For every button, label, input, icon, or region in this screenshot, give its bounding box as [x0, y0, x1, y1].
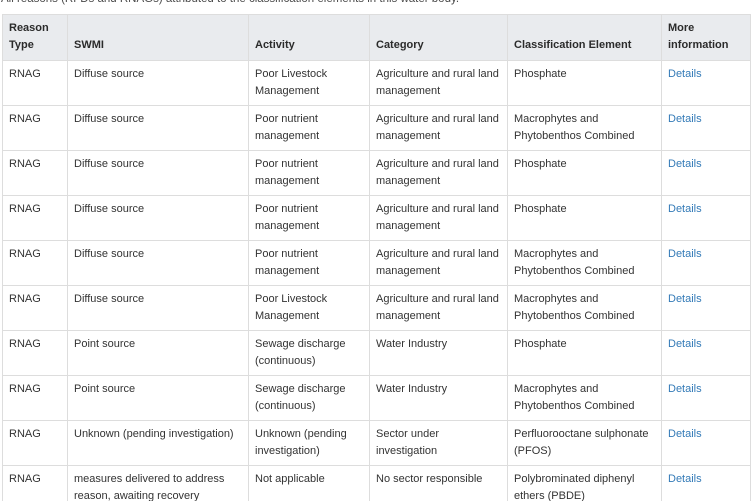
table-row: RNAG Diffuse source Poor nutrient manageme…: [2, 105, 751, 151]
details-link[interactable]: Details: [668, 383, 702, 395]
cell-more-information: Details: [661, 150, 751, 196]
details-link[interactable]: Details: [668, 338, 702, 350]
cell-reason-type: RNAG: [2, 285, 68, 331]
cell-more-information: Details: [661, 285, 751, 331]
cell-more-information: Details: [661, 420, 751, 466]
header-row: Reason Type SWMI Activity Category Class…: [2, 14, 751, 61]
cell-activity: Poor Livestock Management: [248, 60, 370, 106]
table-row: RNAG Diffuse source Poor nutrient manageme…: [2, 150, 751, 196]
cell-reason-type: RNAG: [2, 375, 68, 421]
table-row: RNAG Diffuse source Poor Livestock Managem…: [2, 60, 751, 106]
table-row: RNAG Diffuse source Poor nutrient manageme…: [2, 195, 751, 241]
cell-category: Agriculture and rural land management: [369, 195, 508, 241]
cell-swmi: Diffuse source: [67, 105, 249, 151]
cell-classification-element: Phosphate: [507, 150, 662, 196]
table-row: RNAG Point source Sewage discharge (contin…: [2, 330, 751, 376]
cell-category: No sector responsible: [369, 465, 508, 501]
cell-classification-element: Macrophytes and Phytobenthos Combined: [507, 285, 662, 331]
cell-classification-element: Macrophytes and Phytobenthos Combined: [507, 240, 662, 286]
cell-classification-element: Phosphate: [507, 195, 662, 241]
details-link[interactable]: Details: [668, 428, 702, 440]
column-header-activity: Activity: [248, 14, 370, 61]
table-row: RNAG Point source Sewage discharge (contin…: [2, 375, 751, 421]
cell-category: Water Industry: [369, 375, 508, 421]
cell-classification-element: Phosphate: [507, 60, 662, 106]
cell-reason-type: RNAG: [2, 195, 68, 241]
cell-reason-type: RNAG: [2, 150, 68, 196]
table-row: RNAG measures delivered to address reason…: [2, 465, 751, 501]
cell-swmi: Diffuse source: [67, 60, 249, 106]
column-header-category: Category: [369, 14, 508, 61]
column-header-more-information: More information: [661, 14, 751, 61]
cell-swmi: Diffuse source: [67, 285, 249, 331]
table-row: RNAG Diffuse source Poor nutrient manageme…: [2, 240, 751, 286]
cell-swmi: measures delivered to address reason, aw…: [67, 465, 249, 501]
cell-activity: Sewage discharge (continuous): [248, 330, 370, 376]
cell-category: Agriculture and rural land management: [369, 285, 508, 331]
column-header-reason-type: Reason Type: [2, 14, 68, 61]
cell-category: Agriculture and rural land management: [369, 60, 508, 106]
cell-activity: Poor nutrient management: [248, 195, 370, 241]
column-header-swmi: SWMI: [67, 14, 249, 61]
details-link[interactable]: Details: [668, 293, 702, 305]
table-caption: All reasons (RFDs and RNAGs) attributed …: [1, 0, 752, 7]
cell-activity: Not applicable: [248, 465, 370, 501]
cell-category: Sector under investigation: [369, 420, 508, 466]
table-row: RNAG Diffuse source Poor Livestock Managem…: [2, 285, 751, 331]
cell-activity: Poor nutrient management: [248, 150, 370, 196]
details-link[interactable]: Details: [668, 473, 702, 485]
cell-reason-type: RNAG: [2, 60, 68, 106]
cell-activity: Poor nutrient management: [248, 240, 370, 286]
cell-more-information: Details: [661, 465, 751, 501]
cell-reason-type: RNAG: [2, 420, 68, 466]
cell-activity: Sewage discharge (continuous): [248, 375, 370, 421]
cell-reason-type: RNAG: [2, 330, 68, 376]
cell-activity: Poor Livestock Management: [248, 285, 370, 331]
cell-classification-element: Macrophytes and Phytobenthos Combined: [507, 375, 662, 421]
cell-reason-type: RNAG: [2, 105, 68, 151]
cell-classification-element: Phosphate: [507, 330, 662, 376]
cell-activity: Unknown (pending investigation): [248, 420, 370, 466]
cell-more-information: Details: [661, 240, 751, 286]
table-row: RNAG Unknown (pending investigation) Unkno…: [2, 420, 751, 466]
cell-more-information: Details: [661, 60, 751, 106]
details-link[interactable]: Details: [668, 158, 702, 170]
details-link[interactable]: Details: [668, 248, 702, 260]
cell-activity: Poor nutrient management: [248, 105, 370, 151]
cell-swmi: Diffuse source: [67, 240, 249, 286]
cell-swmi: Diffuse source: [67, 150, 249, 196]
caption-clip: All reasons (RFDs and RNAGs) attributed …: [1, 0, 752, 7]
reasons-table: Reason Type SWMI Activity Category Class…: [2, 14, 751, 501]
column-header-classification-element: Classification Element: [507, 14, 662, 61]
details-link[interactable]: Details: [668, 68, 702, 80]
cell-more-information: Details: [661, 330, 751, 376]
cell-category: Agriculture and rural land management: [369, 150, 508, 196]
cell-classification-element: Perfluorooctane sulphonate (PFOS): [507, 420, 662, 466]
cell-more-information: Details: [661, 375, 751, 421]
cell-reason-type: RNAG: [2, 465, 68, 501]
cell-more-information: Details: [661, 105, 751, 151]
cell-reason-type: RNAG: [2, 240, 68, 286]
details-link[interactable]: Details: [668, 113, 702, 125]
cell-more-information: Details: [661, 195, 751, 241]
cell-classification-element: Macrophytes and Phytobenthos Combined: [507, 105, 662, 151]
table-body: RNAG Diffuse source Poor Livestock Managem…: [2, 60, 751, 501]
cell-classification-element: Polybrominated diphenyl ethers (PBDE): [507, 465, 662, 501]
details-link[interactable]: Details: [668, 203, 702, 215]
cell-swmi: Point source: [67, 330, 249, 376]
cell-swmi: Point source: [67, 375, 249, 421]
cell-swmi: Diffuse source: [67, 195, 249, 241]
cell-category: Agriculture and rural land management: [369, 105, 508, 151]
cell-category: Agriculture and rural land management: [369, 240, 508, 286]
cell-category: Water Industry: [369, 330, 508, 376]
cell-swmi: Unknown (pending investigation): [67, 420, 249, 466]
